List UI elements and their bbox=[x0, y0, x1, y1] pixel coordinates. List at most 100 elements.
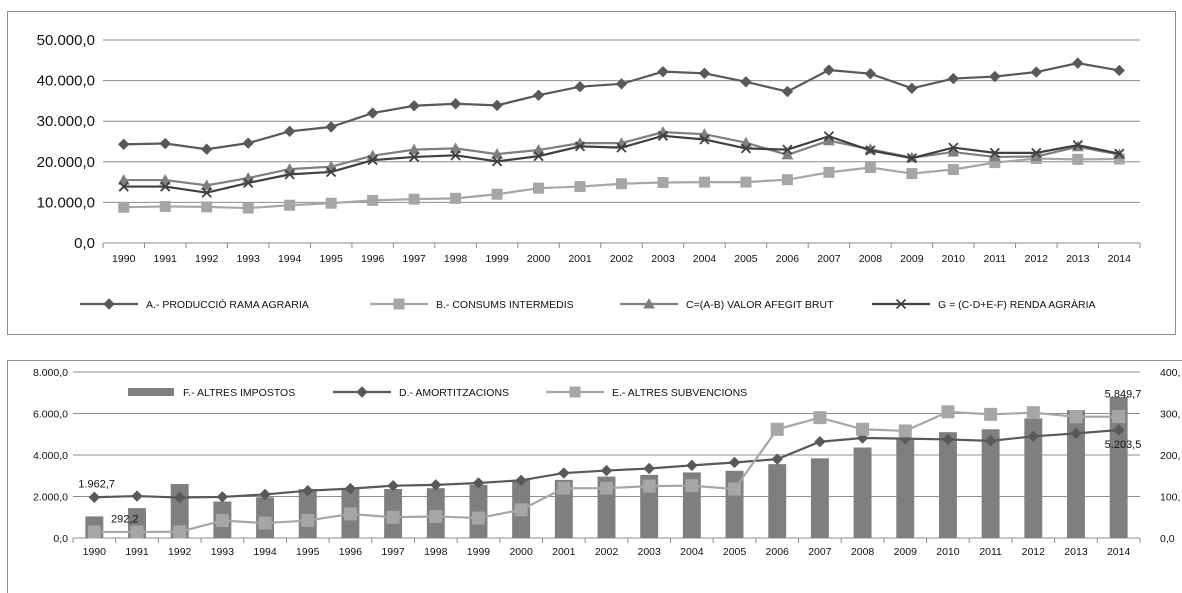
data-point-bottom bbox=[472, 477, 485, 489]
data-point-top bbox=[740, 76, 752, 88]
x-tick-label-top: 2006 bbox=[776, 253, 800, 265]
legend-label-top: B.- CONSUMS INTERMEDIS bbox=[436, 299, 574, 311]
y-tick-label-right: 300, bbox=[1160, 409, 1180, 421]
data-point-top bbox=[160, 181, 171, 192]
data-point-top bbox=[533, 150, 544, 162]
y-tick-label-right: 100, bbox=[1160, 492, 1180, 504]
data-point-bottom bbox=[600, 464, 613, 477]
data-point-top bbox=[823, 131, 835, 142]
x-tick-label-top: 2007 bbox=[817, 253, 841, 265]
data-point-bottom bbox=[942, 433, 954, 446]
bar-altres-impostos bbox=[1024, 418, 1043, 538]
bar-altres-impostos bbox=[981, 429, 1000, 538]
data-point-bottom bbox=[728, 482, 742, 496]
data-point-top bbox=[533, 182, 545, 194]
data-point-top bbox=[532, 143, 545, 155]
data-point-top bbox=[657, 177, 669, 189]
x-tick-label-top: 1998 bbox=[444, 253, 468, 265]
x-tick-label-bottom: 1998 bbox=[424, 546, 448, 558]
data-point-top bbox=[117, 174, 130, 185]
data-point-top bbox=[698, 67, 711, 79]
legend-marker-top bbox=[393, 298, 405, 310]
data-point-bottom bbox=[984, 407, 998, 421]
x-tick-label-bottom: 1992 bbox=[168, 546, 192, 558]
data-point-bottom bbox=[814, 436, 826, 448]
data-point-top bbox=[574, 181, 586, 193]
series-line-top bbox=[123, 62, 1120, 151]
bar-altres-impostos bbox=[469, 484, 488, 538]
data-point-top bbox=[740, 176, 752, 188]
data-point-top bbox=[574, 141, 586, 152]
data-point-top bbox=[1114, 148, 1125, 159]
data-point-bottom bbox=[643, 462, 655, 475]
data-point-top bbox=[657, 65, 669, 78]
data-point-top bbox=[408, 143, 420, 155]
data-point-top bbox=[325, 197, 337, 209]
data-point-top bbox=[781, 148, 794, 160]
x-tick-label-top: 1995 bbox=[319, 253, 343, 265]
data-point-top bbox=[367, 155, 378, 166]
legend-swatch-bottom bbox=[128, 388, 174, 396]
data-point-top bbox=[823, 166, 835, 178]
data-point-bottom bbox=[471, 511, 485, 525]
bar-altres-impostos bbox=[938, 432, 957, 538]
data-point-top bbox=[989, 70, 1001, 83]
bar-altres-impostos bbox=[1109, 396, 1128, 538]
data-point-bottom bbox=[557, 481, 571, 495]
x-tick-label-bottom: 1996 bbox=[339, 546, 363, 558]
data-point-top bbox=[159, 200, 171, 212]
x-tick-label-top: 2013 bbox=[1066, 253, 1090, 265]
y-tick-label-right: 200, bbox=[1160, 450, 1180, 462]
y-tick-label-right: 0,0 bbox=[1160, 533, 1175, 545]
x-tick-label-top: 1996 bbox=[361, 253, 385, 265]
legend-label-top: C=(A-B) VALOR AFEGIT BRUT bbox=[686, 299, 834, 311]
data-point-top bbox=[491, 156, 503, 167]
legend-marker-top bbox=[103, 298, 115, 310]
y-tick-label-top: 50.000,0 bbox=[37, 32, 95, 49]
data-point-top bbox=[947, 72, 960, 85]
x-tick-label-bottom: 2006 bbox=[766, 546, 790, 558]
data-point-top bbox=[159, 137, 171, 150]
data-point-top bbox=[242, 202, 254, 214]
data-point-bottom bbox=[1026, 406, 1040, 420]
y-tick-label-left: 8.000,0 bbox=[33, 367, 68, 379]
data-point-top bbox=[1072, 140, 1083, 151]
data-point-top bbox=[325, 121, 337, 133]
x-tick-label-top: 2010 bbox=[942, 253, 966, 265]
bar-altres-impostos bbox=[853, 447, 872, 538]
legend-marker-bottom bbox=[356, 386, 368, 398]
data-point-top bbox=[449, 142, 462, 153]
data-point-top bbox=[491, 188, 503, 200]
data-point-top bbox=[159, 174, 172, 185]
data-point-top bbox=[906, 82, 918, 95]
data-point-top bbox=[906, 153, 917, 164]
x-tick-label-bottom: 2009 bbox=[894, 546, 918, 558]
x-tick-label-top: 2004 bbox=[693, 253, 717, 265]
data-point-top bbox=[118, 201, 130, 213]
data-point-bottom bbox=[728, 456, 741, 469]
x-tick-label-bottom: 1993 bbox=[211, 546, 235, 558]
data-point-top bbox=[242, 137, 254, 149]
x-tick-label-top: 2012 bbox=[1025, 253, 1049, 265]
data-point-top bbox=[947, 146, 960, 157]
y-tick-label-left: 4.000,0 bbox=[33, 450, 68, 462]
data-point-top bbox=[367, 194, 379, 206]
data-point-bottom bbox=[258, 516, 272, 530]
x-tick-label-bottom: 1999 bbox=[467, 546, 491, 558]
data-point-bottom bbox=[856, 422, 870, 436]
y-tick-label-top: 10.000,0 bbox=[37, 194, 95, 211]
data-point-top bbox=[782, 144, 793, 155]
data-point-top bbox=[408, 100, 420, 112]
x-tick-label-top: 1990 bbox=[112, 253, 136, 265]
data-point-top bbox=[699, 134, 710, 145]
data-point-bottom bbox=[259, 488, 271, 501]
data-point-bottom bbox=[343, 507, 357, 521]
data-point-bottom bbox=[88, 491, 101, 503]
bar-altres-impostos bbox=[768, 464, 787, 538]
data-point-top bbox=[532, 89, 545, 101]
data-point-top bbox=[1072, 57, 1084, 69]
data-point-bottom bbox=[1027, 430, 1040, 443]
data-point-bottom bbox=[1112, 410, 1126, 424]
data-point-top bbox=[118, 138, 130, 151]
data-point-bottom bbox=[216, 491, 229, 503]
